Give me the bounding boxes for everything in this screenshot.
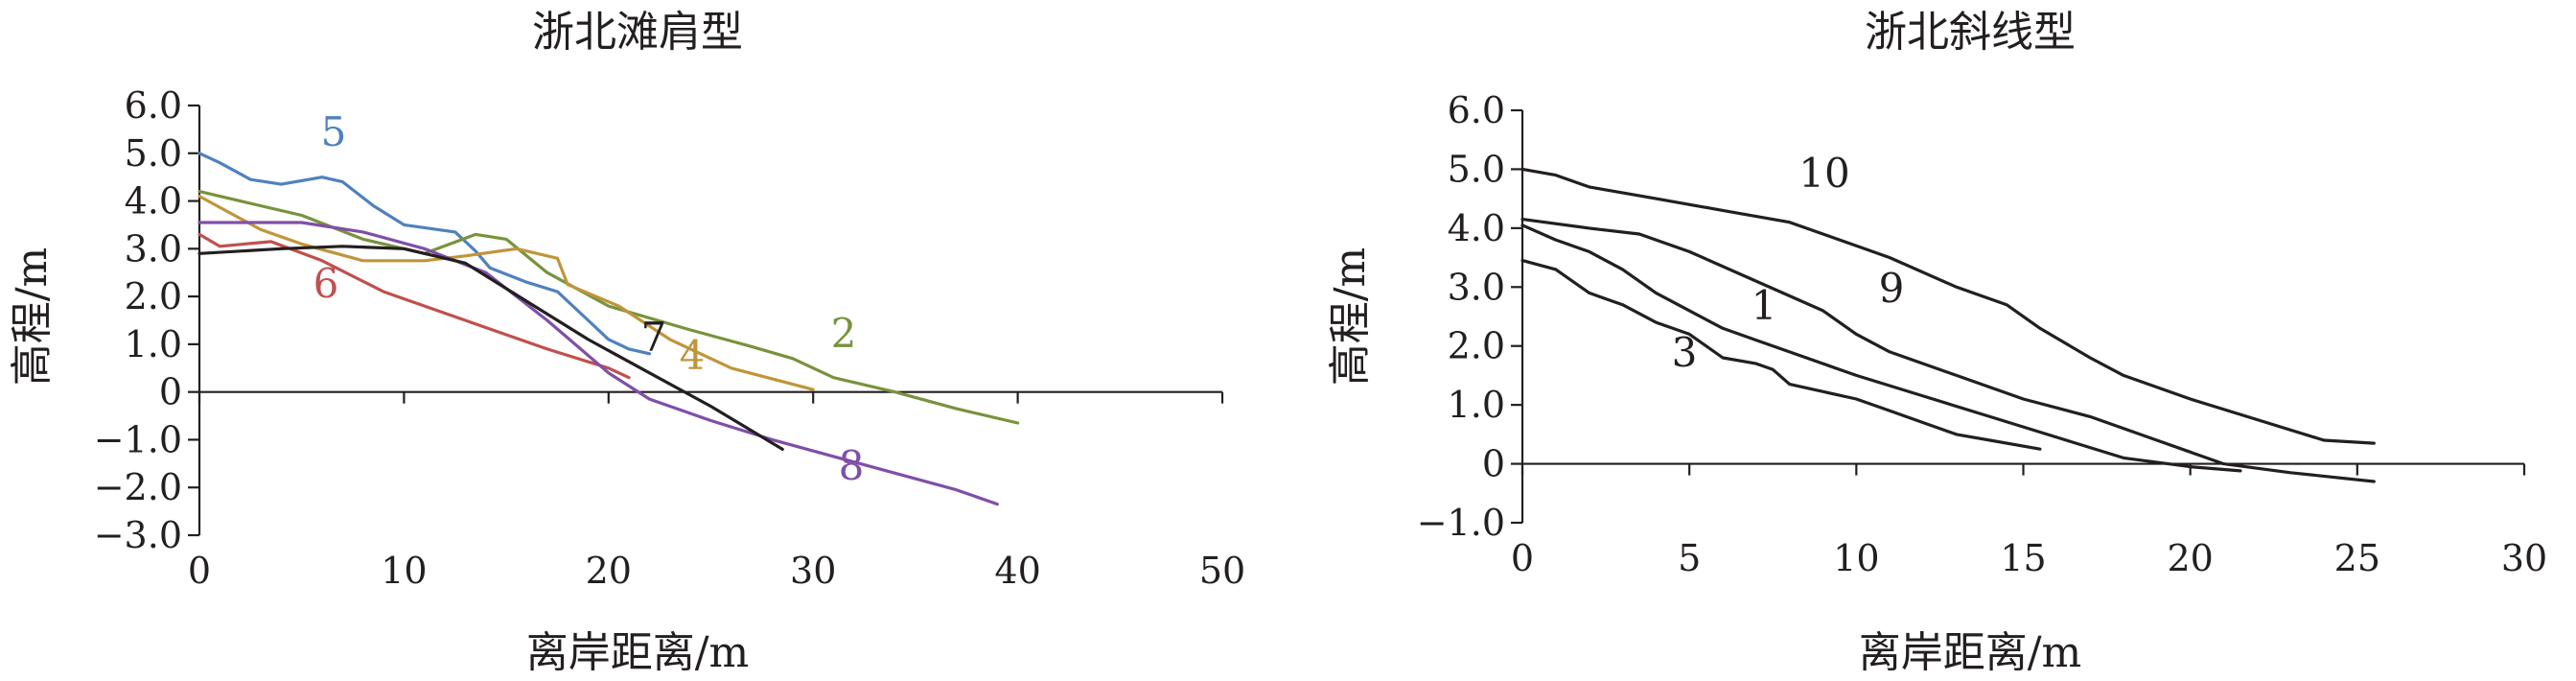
series-line-7	[197, 245, 784, 451]
series-line-8	[197, 221, 999, 506]
y-tick-label: 2.0	[125, 275, 182, 317]
y-tick-label: −2.0	[94, 466, 182, 508]
chart-title: 浙北斜线型	[1865, 8, 2076, 57]
y-tick-label: 2.0	[1448, 325, 1505, 367]
x-axis-title: 离岸距离/m	[1859, 628, 2082, 677]
y-axis-title: 高程/m	[1326, 247, 1375, 387]
x-axis-title: 离岸距离/m	[526, 628, 750, 677]
x-tick-label: 50	[1199, 550, 1245, 592]
series-label-6: 6	[313, 260, 339, 307]
y-tick-label: 3.0	[125, 227, 182, 270]
x-tick-label: 5	[1678, 537, 1701, 579]
y-tick-label: −3.0	[94, 514, 182, 556]
series-label-8: 8	[839, 442, 865, 489]
y-tick-label: 6.0	[1448, 89, 1505, 131]
x-tick-label: 25	[2334, 537, 2380, 579]
series-line-3	[1520, 259, 2042, 451]
y-tick-label: 0	[159, 371, 182, 413]
x-tick-label: 10	[1833, 537, 1879, 579]
series-line-10	[1520, 167, 2376, 445]
chart-panel-beach-shoulder: 浙北滩肩型 离岸距离/m 高程/m 6.0 5.0 4.03.0 2.0 1.0 0 −1.…	[8, 8, 1245, 677]
series-label-10: 10	[1799, 150, 1849, 197]
x-tick-label: 15	[2000, 537, 2046, 579]
y-tick-label: −1.0	[1417, 502, 1505, 544]
y-tick-label: 6.0	[125, 84, 182, 127]
y-axis-title: 高程/m	[8, 247, 57, 387]
y-tick-label: 5.0	[125, 132, 182, 175]
series-label-7: 7	[641, 314, 667, 361]
y-tick-label: 4.0	[1448, 207, 1505, 249]
y-tick-label: 5.0	[1448, 148, 1505, 190]
series-line-1	[1520, 223, 2242, 473]
series-label-4: 4	[680, 332, 706, 379]
series-label-2: 2	[831, 310, 857, 357]
x-tick-label: 20	[586, 550, 632, 592]
y-tick-label: 1.0	[125, 323, 182, 365]
chart-title: 浙北滩肩型	[532, 8, 743, 57]
x-tick-label: 10	[381, 550, 427, 592]
series-line-4	[197, 195, 815, 391]
y-tick-label: 1.0	[1448, 384, 1505, 426]
series-line-9	[1520, 218, 2376, 483]
series-label-9: 9	[1879, 265, 1905, 312]
y-tick-label: −1.0	[94, 418, 182, 460]
x-tick-label: 0	[188, 550, 211, 592]
x-tick-label: 40	[994, 550, 1040, 592]
chart-panel-slope: 浙北斜线型 离岸距离/m 高程/m 6.05.04.03.02.01.00−1.…	[1326, 8, 2547, 677]
y-tick-label: 4.0	[125, 180, 182, 223]
x-tick-label: 20	[2167, 537, 2213, 579]
series-label-5: 5	[321, 108, 347, 155]
series-label-3: 3	[1672, 329, 1698, 376]
y-tick-label: 0	[1482, 443, 1505, 485]
x-tick-label: 0	[1511, 537, 1534, 579]
x-tick-label: 30	[2501, 537, 2547, 579]
series-line-6	[197, 232, 631, 380]
series-line-5	[197, 152, 652, 356]
x-tick-label: 30	[790, 550, 836, 592]
y-tick-label: 3.0	[1448, 266, 1505, 308]
series-label-1: 1	[1752, 282, 1777, 329]
